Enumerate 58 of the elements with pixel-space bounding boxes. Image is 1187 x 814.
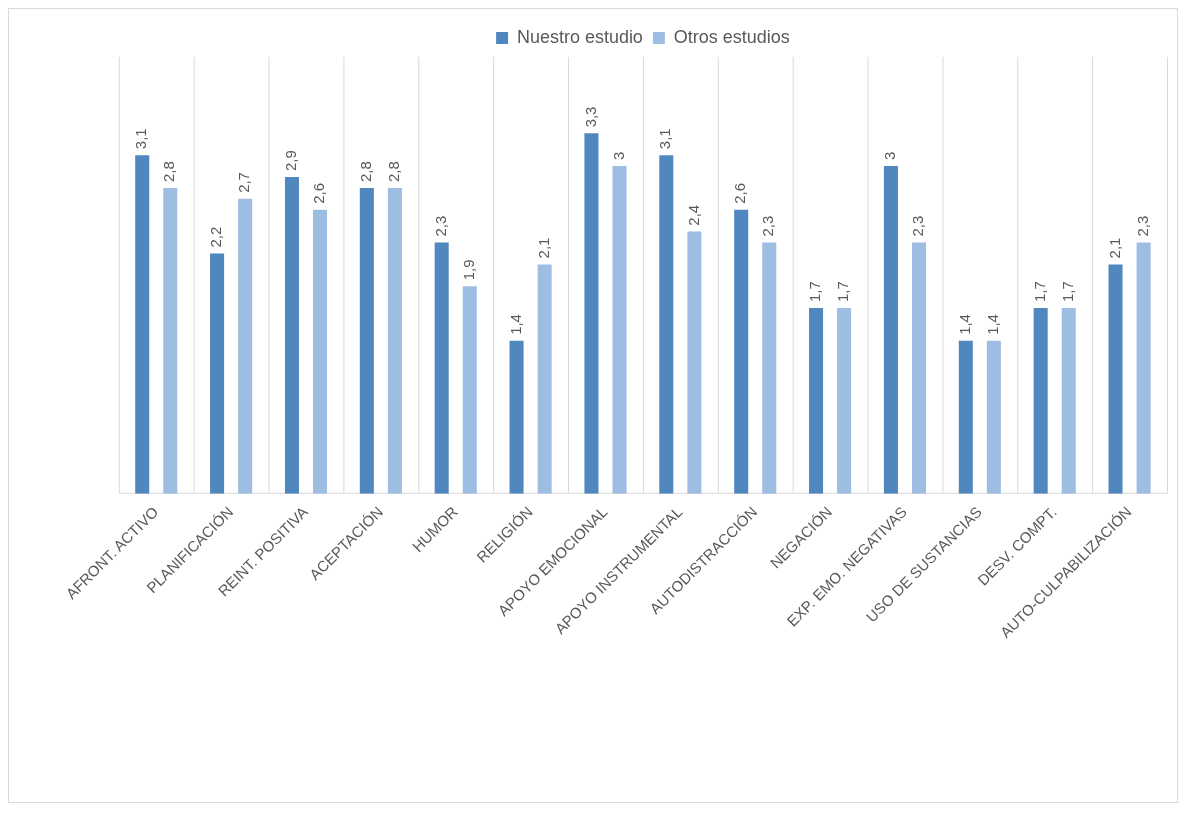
data-label: 2,6 — [731, 183, 749, 204]
legend-label: Nuestro estudio — [517, 26, 643, 47]
data-label: 1,4 — [506, 314, 524, 335]
bar — [434, 242, 449, 494]
data-label: 3 — [881, 151, 899, 161]
data-label: 3 — [609, 151, 627, 161]
bar — [238, 198, 253, 494]
bar — [958, 340, 973, 494]
bar — [883, 166, 898, 494]
data-label: 2,3 — [431, 215, 449, 237]
bar — [1136, 242, 1151, 494]
data-label: 2,2 — [207, 226, 225, 248]
data-label: 2,1 — [534, 237, 552, 259]
bar — [687, 231, 702, 494]
bar — [462, 286, 477, 494]
legend-label: Otros estudios — [673, 26, 790, 47]
data-label: 2,7 — [235, 172, 253, 193]
data-label: 2,6 — [310, 183, 328, 204]
data-label: 3,1 — [132, 128, 150, 150]
data-label: 1,4 — [984, 314, 1002, 335]
bar — [762, 242, 777, 494]
data-label: 2,9 — [282, 150, 300, 172]
bar — [1108, 264, 1123, 494]
data-label: 1,9 — [459, 259, 477, 281]
data-label: 2,3 — [1133, 215, 1151, 237]
bar — [986, 340, 1001, 494]
bar — [911, 242, 927, 494]
data-label: 2,3 — [909, 215, 927, 237]
data-label: 3,3 — [581, 106, 599, 128]
bar — [612, 166, 627, 494]
data-label: 2,1 — [1105, 237, 1123, 259]
bar — [837, 308, 852, 494]
data-label: 1,7 — [1030, 281, 1048, 303]
data-label: 1,7 — [806, 281, 824, 303]
data-label: 1,4 — [955, 314, 973, 335]
bar — [359, 187, 374, 494]
bar — [734, 209, 749, 494]
data-label: 1,7 — [834, 281, 852, 303]
bar — [659, 155, 674, 494]
bar — [210, 253, 225, 494]
bar — [135, 155, 150, 494]
bar — [584, 133, 599, 494]
data-label: 2,8 — [160, 161, 178, 182]
data-label: 2,4 — [684, 204, 702, 226]
data-label: 2,3 — [759, 215, 777, 237]
bar — [1061, 308, 1076, 494]
bar — [163, 187, 178, 494]
bar — [284, 177, 299, 494]
data-label: 2,8 — [385, 161, 403, 182]
bar — [509, 340, 524, 494]
data-label: 3,1 — [656, 128, 674, 150]
bar — [313, 209, 328, 494]
data-label: 1,7 — [1058, 281, 1076, 303]
bar — [809, 308, 824, 494]
data-label: 2,8 — [356, 161, 374, 182]
bar — [537, 264, 552, 494]
bar — [387, 187, 402, 494]
bar — [1033, 308, 1048, 494]
